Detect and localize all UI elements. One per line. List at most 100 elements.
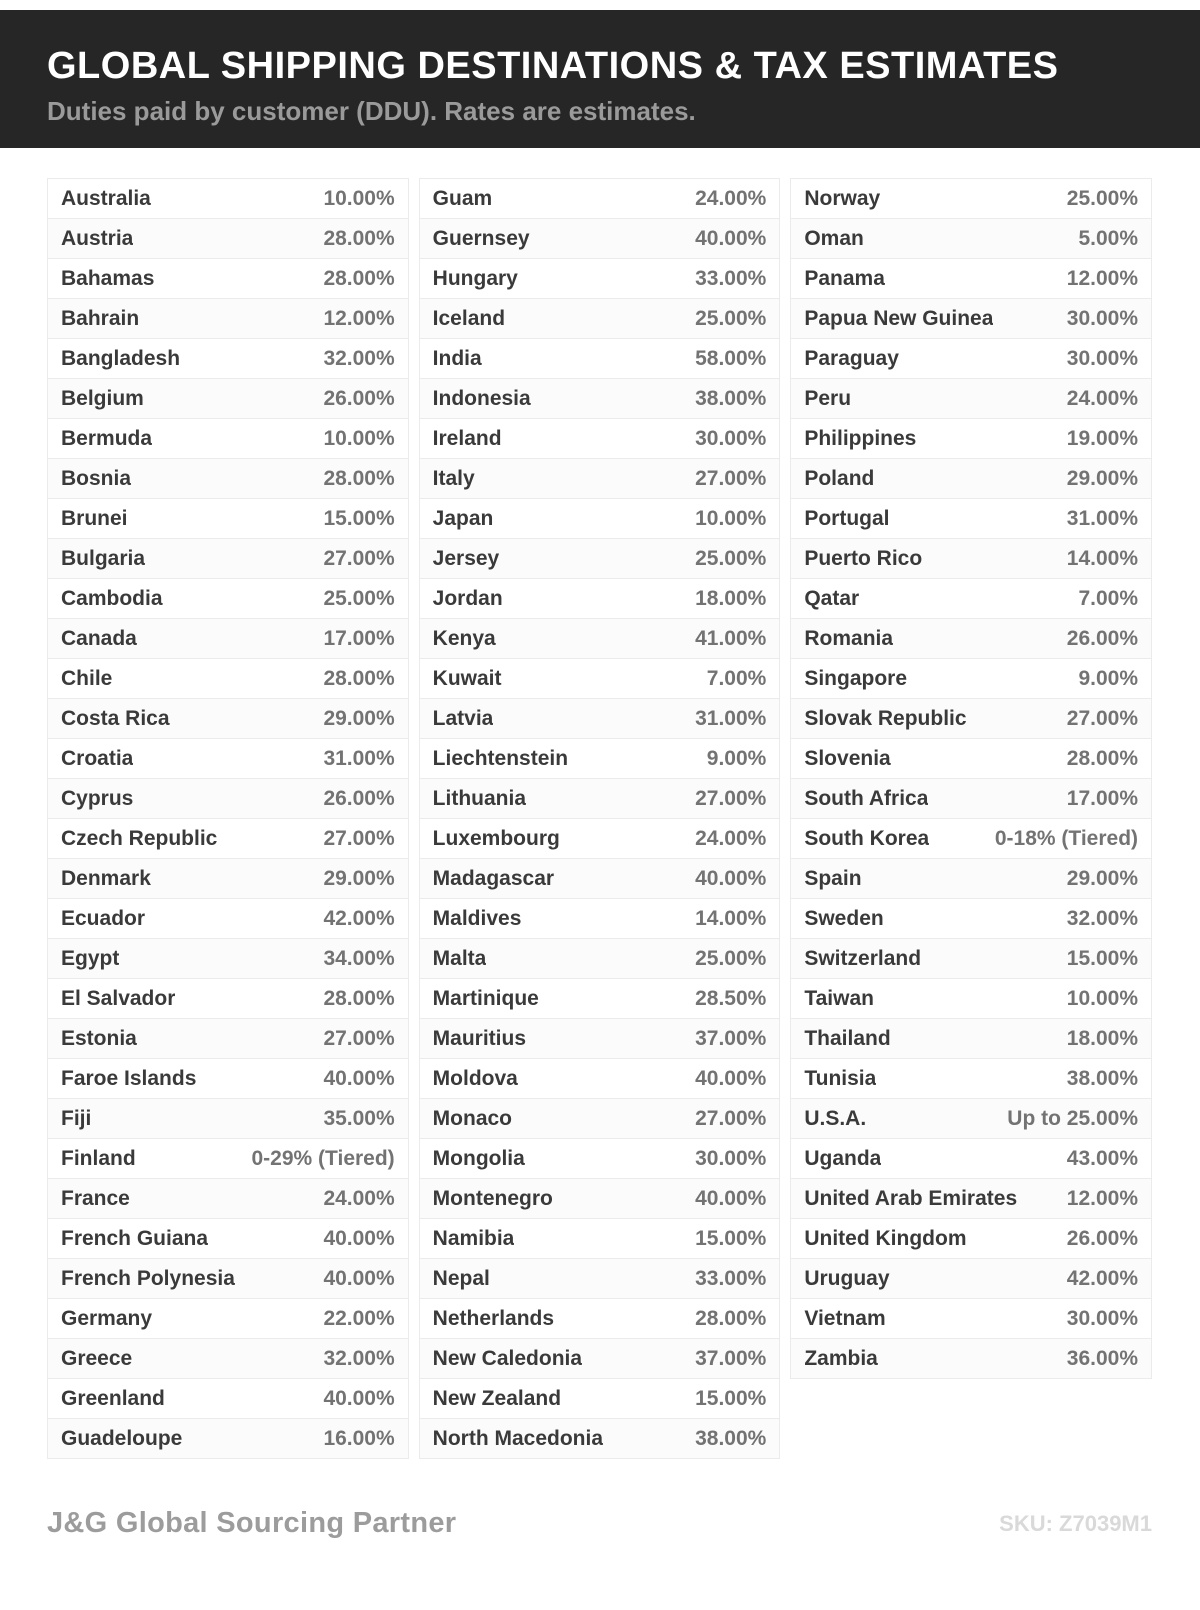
country-name: Monaco [432,1106,513,1130]
table-row: Indonesia 38.00% [419,379,780,419]
tax-rate: 12.00% [1066,1186,1139,1210]
tax-rate: 25.00% [1066,186,1139,210]
table-row: South Korea 0-18% (Tiered) [791,819,1152,859]
table-row: Switzerland 15.00% [791,939,1152,979]
country-name: Indonesia [432,386,531,410]
tax-rate: 30.00% [1066,306,1139,330]
country-name: Croatia [61,746,134,770]
country-name: Japan [432,506,494,530]
country-name: Kenya [432,626,496,650]
tax-rate: 15.00% [1066,946,1139,970]
country-name: Singapore [804,666,908,690]
tax-rate: 5.00% [1078,226,1139,250]
country-name: India [432,346,482,370]
table-row: New Caledonia 37.00% [419,1339,780,1379]
tax-rate: 30.00% [695,1146,767,1170]
table-row: Monaco 27.00% [419,1099,780,1139]
table-row: Oman 5.00% [791,219,1152,259]
table-row: Kenya 41.00% [419,619,780,659]
brand-name: J&G Global Sourcing Partner [47,1507,457,1539]
table-row: Brunei 15.00% [48,499,408,539]
tax-rate: 25.00% [695,546,767,570]
country-name: Kuwait [432,666,502,690]
country-name: Taiwan [804,986,874,1010]
country-name: New Zealand [432,1386,562,1410]
country-name: Switzerland [804,946,922,970]
country-name: South Korea [804,826,930,850]
tax-rate: 28.00% [695,1306,767,1330]
country-name: Qatar [804,586,860,610]
country-name: Poland [804,466,875,490]
tax-rate: 40.00% [323,1266,395,1290]
tax-rate: 42.00% [1066,1266,1139,1290]
tax-rate: 40.00% [695,866,767,890]
table-row: Bosnia 28.00% [48,459,408,499]
country-name: Chile [61,666,113,690]
country-name: Iceland [432,306,506,330]
tax-rate: 28.00% [323,266,395,290]
country-name: Madagascar [432,866,555,890]
country-name: South Africa [804,786,929,810]
table-row: French Guiana 40.00% [48,1219,408,1259]
table-row: Martinique 28.50% [419,979,780,1019]
country-name: Germany [61,1306,153,1330]
country-name: Spain [804,866,862,890]
table-row: Romania 26.00% [791,619,1152,659]
rate-tables: Australia 10.00% Austria 28.00% Bahamas … [0,178,1200,1459]
country-name: United Kingdom [804,1226,967,1250]
table-row: New Zealand 15.00% [419,1379,780,1419]
table-row: Guadeloupe 16.00% [48,1419,408,1459]
table-row: Nepal 33.00% [419,1259,780,1299]
page-footer: J&G Global Sourcing Partner SKU: Z7039M1 [0,1507,1200,1540]
tax-rate: 43.00% [1066,1146,1139,1170]
tax-rate: 27.00% [323,826,395,850]
tax-rate: 27.00% [695,1106,767,1130]
table-row: Bangladesh 32.00% [48,339,408,379]
tax-rate: 37.00% [695,1346,767,1370]
table-row: Fiji 35.00% [48,1099,408,1139]
tax-rate: 19.00% [1066,426,1139,450]
table-row: Spain 29.00% [791,859,1152,899]
table-row: Mongolia 30.00% [419,1139,780,1179]
table-row: Guernsey 40.00% [419,219,780,259]
table-row: Liechtenstein 9.00% [419,739,780,779]
table-row: Costa Rica 29.00% [48,699,408,739]
tax-rate: 30.00% [1066,1306,1139,1330]
country-name: Ecuador [61,906,146,930]
tax-rate: 58.00% [695,346,767,370]
country-name: Uganda [804,1146,882,1170]
table-row: Estonia 27.00% [48,1019,408,1059]
tax-rate: 26.00% [323,786,395,810]
table-row: Zambia 36.00% [791,1339,1152,1379]
tax-rate: Up to 25.00% [1007,1106,1139,1130]
country-name: Brunei [61,506,128,530]
table-row: United Kingdom 26.00% [791,1219,1152,1259]
table-row: North Macedonia 38.00% [419,1419,780,1459]
table-row: Denmark 29.00% [48,859,408,899]
table-row: Montenegro 40.00% [419,1179,780,1219]
table-row: Iceland 25.00% [419,299,780,339]
tax-rate: 40.00% [323,1066,395,1090]
tax-rate: 7.00% [1078,586,1139,610]
rate-column-1: Australia 10.00% Austria 28.00% Bahamas … [47,178,409,1459]
table-row: Kuwait 7.00% [419,659,780,699]
table-row: Jersey 25.00% [419,539,780,579]
table-row: Faroe Islands 40.00% [48,1059,408,1099]
country-name: United Arab Emirates [804,1186,1018,1210]
table-row: Bahamas 28.00% [48,259,408,299]
tax-rate: 40.00% [695,1066,767,1090]
table-row: Singapore 9.00% [791,659,1152,699]
sku-label: SKU: Z7039M1 [999,1510,1152,1536]
tax-rate: 32.00% [323,346,395,370]
table-row: Namibia 15.00% [419,1219,780,1259]
tax-rate: 24.00% [695,186,767,210]
country-name: Guam [432,186,493,210]
table-row: Bahrain 12.00% [48,299,408,339]
country-name: France [61,1186,130,1210]
country-name: Bosnia [61,466,132,490]
tax-rate: 15.00% [323,506,395,530]
country-name: Finland [61,1146,136,1170]
tax-rate: 15.00% [695,1386,767,1410]
tax-rate: 31.00% [1066,506,1139,530]
country-name: Bermuda [61,426,153,450]
